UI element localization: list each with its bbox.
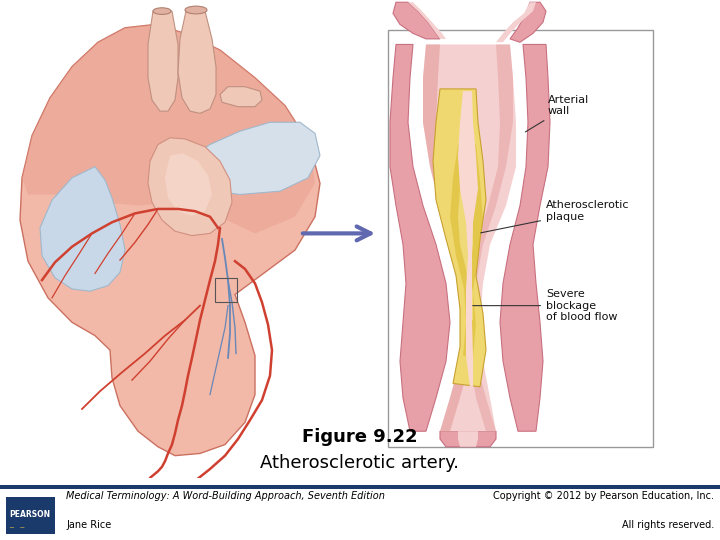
Polygon shape: [496, 2, 536, 42]
Polygon shape: [20, 24, 320, 456]
Text: Atherosclerotic
plaque: Atherosclerotic plaque: [481, 200, 629, 233]
Polygon shape: [185, 122, 320, 194]
Text: PEARSON: PEARSON: [9, 510, 50, 518]
Ellipse shape: [185, 6, 207, 14]
Polygon shape: [408, 2, 446, 39]
Text: ~  ~: ~ ~: [9, 525, 26, 531]
Polygon shape: [450, 145, 483, 358]
Text: All rights reserved.: All rights reserved.: [622, 520, 714, 530]
Polygon shape: [440, 431, 496, 447]
Polygon shape: [458, 431, 478, 447]
Polygon shape: [433, 89, 486, 387]
Text: Atherosclerotic artery.: Atherosclerotic artery.: [261, 455, 459, 472]
Text: Jane Rice: Jane Rice: [66, 520, 112, 530]
Bar: [215, 278, 237, 302]
Text: Severe
blockage
of blood flow: Severe blockage of blood flow: [473, 289, 618, 322]
Polygon shape: [423, 44, 473, 431]
Polygon shape: [458, 91, 478, 387]
Text: Figure 9.22: Figure 9.22: [302, 428, 418, 445]
Polygon shape: [390, 44, 450, 431]
Text: Arterial
wall: Arterial wall: [526, 95, 589, 132]
Text: Copyright © 2012 by Pearson Education, Inc.: Copyright © 2012 by Pearson Education, I…: [493, 491, 714, 501]
Bar: [388, 30, 653, 447]
Polygon shape: [148, 11, 178, 111]
Polygon shape: [220, 87, 262, 107]
Ellipse shape: [153, 8, 171, 15]
Polygon shape: [510, 2, 546, 42]
Polygon shape: [178, 11, 216, 113]
Polygon shape: [458, 189, 473, 320]
Polygon shape: [40, 167, 125, 291]
Text: Medical Terminology: A Word-Building Approach, Seventh Edition: Medical Terminology: A Word-Building App…: [66, 491, 385, 501]
Polygon shape: [423, 44, 516, 431]
Polygon shape: [165, 153, 212, 215]
Polygon shape: [22, 24, 315, 233]
Polygon shape: [470, 44, 513, 431]
Polygon shape: [393, 2, 440, 39]
Polygon shape: [500, 44, 550, 431]
Polygon shape: [148, 138, 232, 235]
